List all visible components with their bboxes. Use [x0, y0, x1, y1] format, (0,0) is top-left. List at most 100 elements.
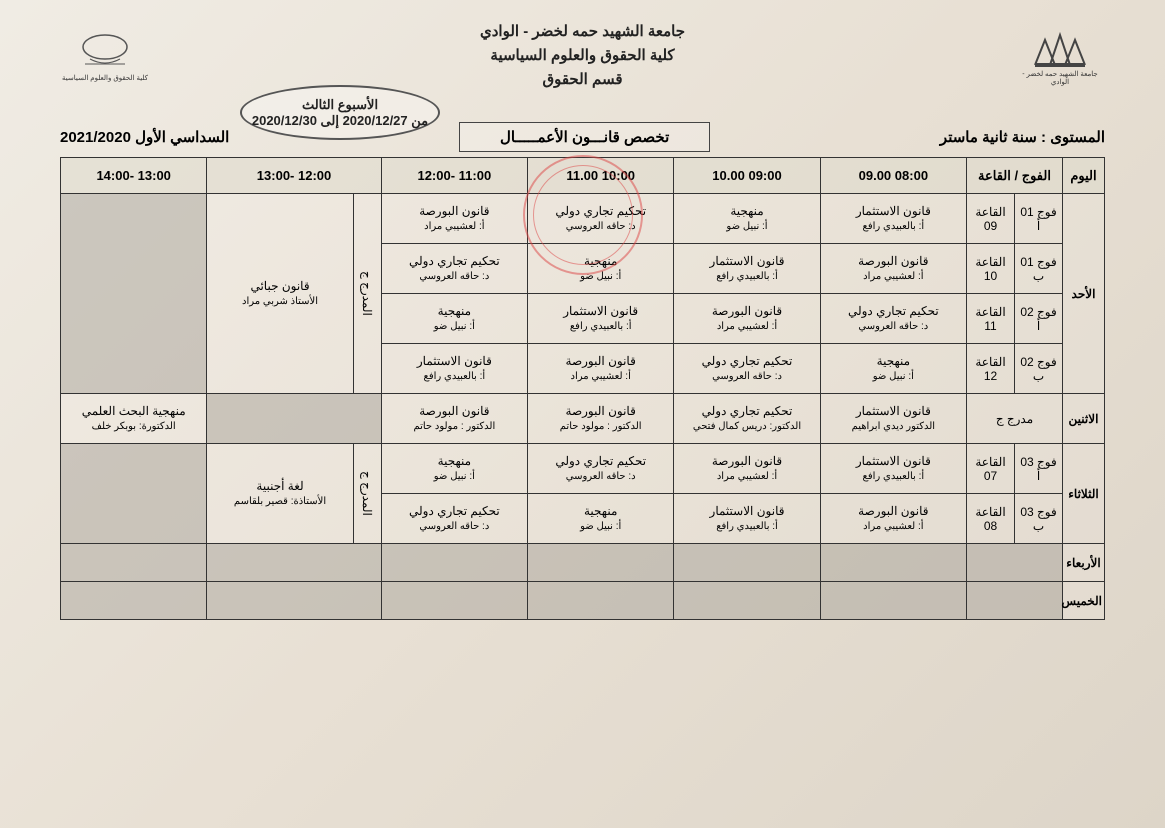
course-cell: تحكيم تجاري دوليد: حاقه العروسي: [381, 244, 527, 294]
empty-cell: [207, 582, 381, 620]
course-cell: قانون الاستثمارأ: بالعبيدي رافع: [381, 344, 527, 394]
level-label: المستوى : سنة ثانية ماستر: [940, 128, 1105, 146]
col-time-1: 08:00 09.00: [820, 158, 966, 194]
course-cell: قانون البورصةأ: لعشيبي مراد: [820, 494, 966, 544]
course-cell: قانون البورصةأ: لعشيبي مراد: [381, 194, 527, 244]
course-cell: منهجية البحث العلميالدكتورة: بوبكر خلف: [61, 394, 207, 444]
course-cell: قانون البورصةأ: لعشيبي مراد: [820, 244, 966, 294]
course-cell: منهجيةأ: نبيل ضو: [674, 194, 820, 244]
logo-right-caption: جامعة الشهيد حمه لخضر - الوادي: [1015, 70, 1105, 86]
empty-cell: [674, 544, 820, 582]
course-cell: قانون الاستثمارأ: بالعبيدي رافع: [820, 194, 966, 244]
empty-cell: [61, 544, 207, 582]
course-cell: تحكيم تجاري دوليد: حاقه العروسي: [528, 444, 674, 494]
table-row: الأحد فوج 01 أ القاعة 09 قانون الاستثمار…: [61, 194, 1105, 244]
course-cell: قانون البورصةأ: لعشيبي مراد: [528, 344, 674, 394]
faculty-name: كلية الحقوق والعلوم السياسية: [150, 44, 1015, 68]
specialization-box: تخصص قانـــون الأعمـــــال: [459, 122, 710, 152]
col-time-5: 12:00 -13:00: [207, 158, 381, 194]
header-row: اليوم الفوج / القاعة 08:00 09.00 09:00 1…: [61, 158, 1105, 194]
course-cell: تحكيم تجاري دوليد: حاقه العروسي: [528, 194, 674, 244]
day-wednesday: الأربعاء: [1063, 544, 1105, 582]
faculty-logo-icon: [75, 29, 135, 74]
course-cell: تحكيم تجاري دوليالدكتور: دريس كمال فتحي: [674, 394, 820, 444]
room-cell: القاعة 11: [967, 294, 1015, 344]
day-tuesday: الثلاثاء: [1063, 444, 1105, 544]
course-cell: تحكيم تجاري دوليد: حاقه العروسي: [674, 344, 820, 394]
empty-cell: [381, 582, 527, 620]
col-time-6: 13:00 -14:00: [61, 158, 207, 194]
center-titles: جامعة الشهيد حمه لخضر - الوادي كلية الحق…: [150, 20, 1015, 92]
course-cell: قانون البورصةأ: لعشيبي مراد: [674, 294, 820, 344]
university-name: جامعة الشهيد حمه لخضر - الوادي: [150, 20, 1015, 44]
course-cell: منهجيةأ: نبيل ضو: [820, 344, 966, 394]
course-cell: قانون البورصةالدكتور : مولود حاتم: [381, 394, 527, 444]
group-cell: فوج 03 أ: [1015, 444, 1063, 494]
course-cell: قانون الاستثمارالدكتور ديدي ابراهيم: [820, 394, 966, 444]
course-cell: قانون الاستثمارأ: بالعبيدي رافع: [528, 294, 674, 344]
empty-cell: [381, 544, 527, 582]
schedule-table: اليوم الفوج / القاعة 08:00 09.00 09:00 1…: [60, 157, 1105, 620]
info-bar: المستوى : سنة ثانية ماستر تخصص قانـــون …: [60, 122, 1105, 152]
merged-course: قانون جبائيالأستاذ شربي مراد: [207, 194, 353, 394]
table-row: الاثنين مدرج ج قانون الاستثمارالدكتور دي…: [61, 394, 1105, 444]
course-cell: قانون الاستثمارأ: بالعبيدي رافع: [674, 244, 820, 294]
empty-cell: [528, 544, 674, 582]
room-cell: القاعة 07: [967, 444, 1015, 494]
col-time-3: 10:00 11.00: [528, 158, 674, 194]
day-sunday: الأحد: [1063, 194, 1105, 394]
col-time-4: 11:00 -12:00: [381, 158, 527, 194]
table-row: الثلاثاء فوج 03 أ القاعة 07 قانون الاستث…: [61, 444, 1105, 494]
table-row: الخميس: [61, 582, 1105, 620]
empty-cell: [820, 544, 966, 582]
week-title: الأسبوع الثالث: [302, 97, 378, 113]
day-thursday: الخميس: [1063, 582, 1105, 620]
mudarraj-cell: المدرج ج: [353, 444, 381, 544]
course-cell: قانون البورصةأ: لعشيبي مراد: [674, 444, 820, 494]
course-cell: منهجيةأ: نبيل ضو: [381, 294, 527, 344]
room-cell: القاعة 12: [967, 344, 1015, 394]
day-monday: الاثنين: [1063, 394, 1105, 444]
col-time-2: 09:00 10.00: [674, 158, 820, 194]
group-cell: فوج 03 ب: [1015, 494, 1063, 544]
header-row: جامعة الشهيد حمه لخضر - الوادي جامعة الش…: [60, 20, 1105, 92]
course-cell: منهجيةأ: نبيل ضو: [528, 494, 674, 544]
group-cell: فوج 02 ب: [1015, 344, 1063, 394]
logo-left: كلية الحقوق والعلوم السياسية: [60, 20, 150, 90]
room-cell: القاعة 10: [967, 244, 1015, 294]
course-cell: منهجيةأ: نبيل ضو: [381, 444, 527, 494]
week-dates: من 2020/12/27 إلى 2020/12/30: [252, 113, 428, 129]
empty-cell: [61, 444, 207, 544]
course-cell: قانون الاستثمارأ: بالعبيدي رافع: [674, 494, 820, 544]
empty-cell: [674, 582, 820, 620]
room-cell: القاعة 08: [967, 494, 1015, 544]
empty-cell: [61, 194, 207, 394]
table-row: الأربعاء: [61, 544, 1105, 582]
group-cell: فوج 01 أ: [1015, 194, 1063, 244]
mudarraj-cell: المدرج ج: [353, 194, 381, 394]
week-badge: الأسبوع الثالث من 2020/12/27 إلى 2020/12…: [240, 85, 440, 140]
empty-cell: [820, 582, 966, 620]
room-cell: القاعة 09: [967, 194, 1015, 244]
group-cell: فوج 01 ب: [1015, 244, 1063, 294]
empty-cell: [967, 544, 1063, 582]
logo-left-caption: كلية الحقوق والعلوم السياسية: [62, 74, 148, 82]
university-logo-icon: [1030, 25, 1090, 70]
course-cell: تحكيم تجاري دوليد: حاقه العروسي: [381, 494, 527, 544]
course-cell: قانون الاستثمارأ: بالعبيدي رافع: [820, 444, 966, 494]
col-day: اليوم: [1063, 158, 1105, 194]
course-cell: منهجيةأ: نبيل ضو: [528, 244, 674, 294]
logo-right: جامعة الشهيد حمه لخضر - الوادي: [1015, 20, 1105, 90]
empty-cell: [967, 582, 1063, 620]
empty-cell: [207, 544, 381, 582]
room-cell: مدرج ج: [967, 394, 1063, 444]
department-name: قسم الحقوق: [150, 68, 1015, 92]
course-cell: تحكيم تجاري دوليد: حاقه العروسي: [820, 294, 966, 344]
empty-cell: [528, 582, 674, 620]
empty-cell: [61, 582, 207, 620]
group-cell: فوج 02 أ: [1015, 294, 1063, 344]
course-cell: قانون البورصةالدكتور : مولود حاتم: [528, 394, 674, 444]
empty-cell: [207, 394, 381, 444]
col-group-room: الفوج / القاعة: [967, 158, 1063, 194]
merged-course: لغة أجنبيةالأستاذة: قصير بلقاسم: [207, 444, 353, 544]
